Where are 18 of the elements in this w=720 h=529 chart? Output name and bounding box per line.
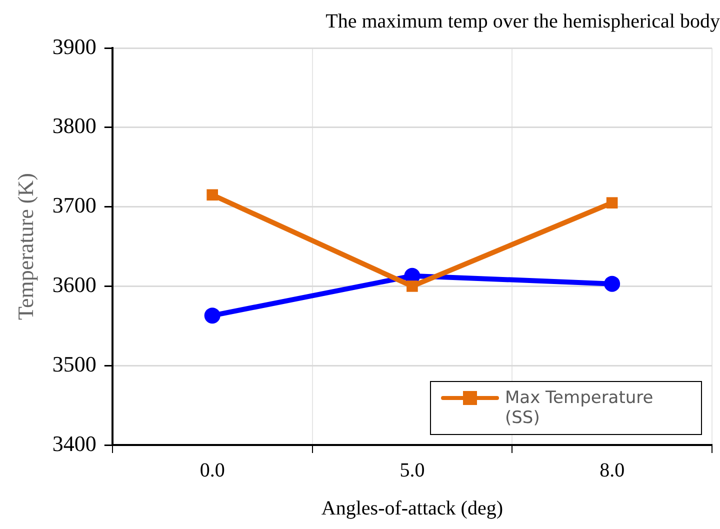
y-tick-label: 3700: [52, 192, 96, 218]
point: [604, 276, 620, 292]
y-tick-label: 3900: [52, 34, 96, 59]
x-tick-label: 5.0: [400, 459, 425, 482]
y-tick-label: 3600: [52, 272, 96, 297]
y-tick-label: 3400: [52, 430, 96, 456]
x-axis-title: Angles-of-attack (deg): [321, 497, 503, 520]
point: [204, 308, 220, 324]
legend-label: Max Temperature (SS): [505, 388, 654, 428]
point: [406, 280, 418, 292]
y-tick-label: 3500: [52, 351, 96, 376]
y-axis-title: Temperature (K): [12, 173, 38, 320]
point: [606, 197, 618, 208]
x-tick-label: 0.0: [200, 459, 225, 482]
y-tick-label: 3800: [52, 113, 96, 138]
x-tick-label: 8.0: [600, 459, 625, 482]
point: [206, 189, 218, 201]
chart-title: The maximum temp over the hemispherical body: [326, 10, 720, 32]
